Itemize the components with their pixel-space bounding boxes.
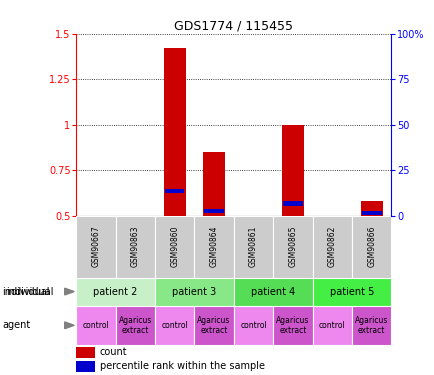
Bar: [312, 306, 351, 345]
Bar: [351, 216, 391, 278]
Text: GSM90862: GSM90862: [327, 226, 336, 267]
Bar: [76, 278, 155, 306]
Bar: [312, 216, 351, 278]
Text: GSM90865: GSM90865: [288, 226, 297, 267]
Text: control: control: [161, 321, 187, 330]
Text: control: control: [240, 321, 266, 330]
Bar: [360, 201, 382, 216]
Bar: [164, 189, 184, 193]
Bar: [233, 278, 312, 306]
Text: count: count: [99, 347, 127, 357]
Bar: [273, 306, 312, 345]
Bar: [115, 216, 155, 278]
Text: individual: individual: [6, 286, 53, 297]
Text: patient 2: patient 2: [93, 286, 138, 297]
Bar: [233, 216, 273, 278]
Text: GSM90667: GSM90667: [91, 226, 100, 267]
Bar: [361, 210, 381, 215]
Bar: [76, 306, 115, 345]
Text: Agaricus
extract: Agaricus extract: [118, 316, 151, 335]
Bar: [312, 278, 391, 306]
Bar: [351, 306, 391, 345]
Text: patient 5: patient 5: [329, 286, 373, 297]
Bar: [76, 361, 95, 372]
Bar: [115, 306, 155, 345]
Text: individual: individual: [2, 286, 49, 297]
Bar: [194, 306, 233, 345]
Text: Agaricus
extract: Agaricus extract: [276, 316, 309, 335]
Bar: [76, 216, 115, 278]
Bar: [155, 216, 194, 278]
Text: control: control: [318, 321, 345, 330]
Text: percentile rank within the sample: percentile rank within the sample: [99, 362, 264, 371]
Text: Agaricus
extract: Agaricus extract: [197, 316, 230, 335]
Text: GSM90860: GSM90860: [170, 226, 179, 267]
Bar: [76, 347, 95, 358]
Bar: [164, 48, 185, 216]
Text: GSM90866: GSM90866: [366, 226, 375, 267]
Bar: [283, 201, 302, 206]
Text: GSM90863: GSM90863: [131, 226, 139, 267]
Text: patient 3: patient 3: [172, 286, 216, 297]
Bar: [203, 152, 224, 216]
Text: patient 4: patient 4: [250, 286, 295, 297]
Text: agent: agent: [2, 320, 30, 330]
Text: Agaricus
extract: Agaricus extract: [354, 316, 388, 335]
Text: GSM90861: GSM90861: [248, 226, 257, 267]
Text: control: control: [82, 321, 109, 330]
Title: GDS1774 / 115455: GDS1774 / 115455: [174, 20, 293, 33]
Bar: [194, 216, 233, 278]
Bar: [282, 124, 303, 216]
Bar: [155, 278, 233, 306]
Text: GSM90864: GSM90864: [209, 226, 218, 267]
Bar: [273, 216, 312, 278]
Bar: [155, 306, 194, 345]
Bar: [204, 209, 224, 213]
Bar: [233, 306, 273, 345]
